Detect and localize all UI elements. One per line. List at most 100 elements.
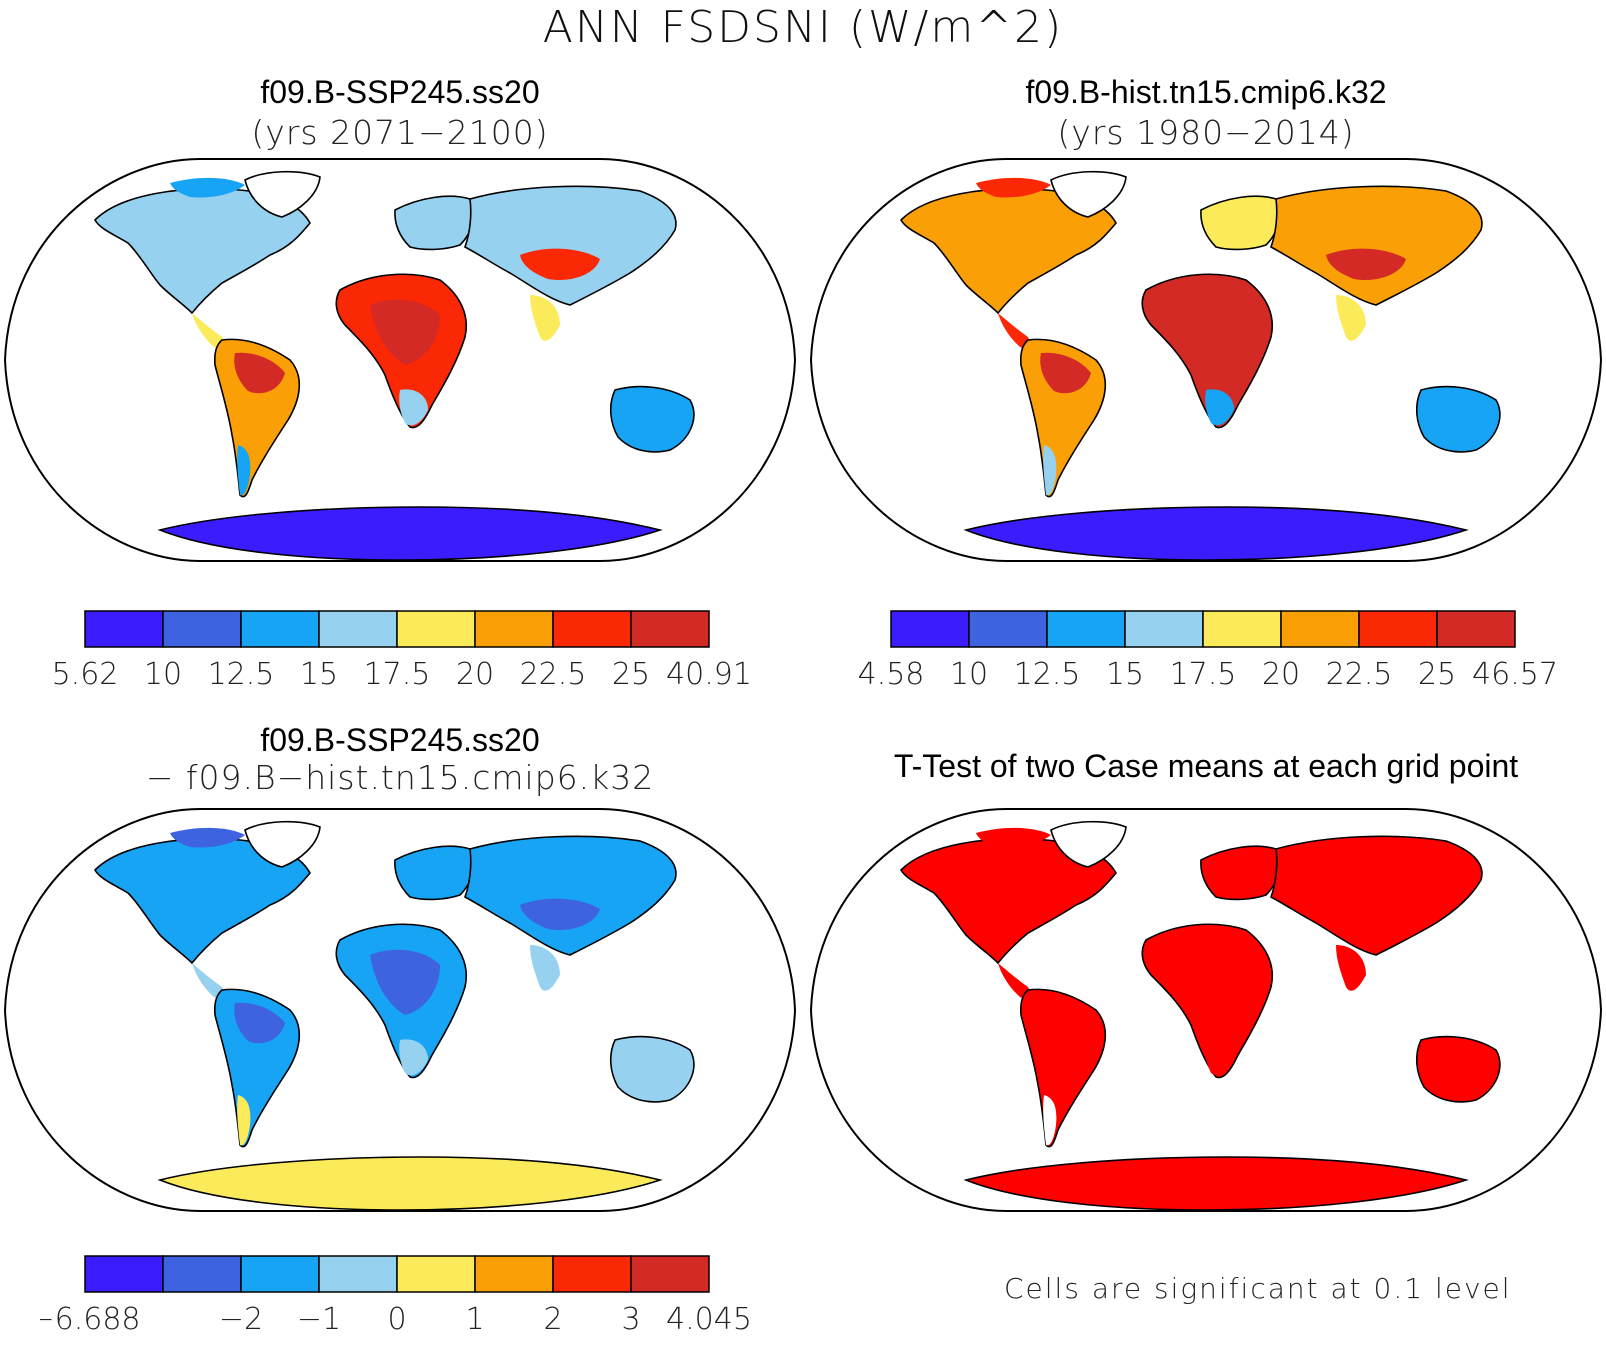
land-asia-core <box>520 248 600 281</box>
colorbar-label: 2 <box>543 1302 562 1337</box>
colorbar-label: 15 <box>300 657 338 692</box>
colorbar-label: −6.688 <box>40 1302 141 1337</box>
land-antarctica <box>963 1156 1469 1211</box>
land-southam-tip <box>237 1095 251 1146</box>
land-arctic <box>976 177 1051 198</box>
land-centralam <box>998 963 1030 999</box>
land-asia-core <box>1326 898 1406 931</box>
map-frame <box>3 158 797 562</box>
significance-note: Cells are significant at 0.1 level <box>1004 1272 1512 1305</box>
colorbar-box <box>1124 610 1204 648</box>
land-northam <box>94 837 311 965</box>
colorbar-label: 46.57 <box>1472 657 1558 692</box>
land-africa-south <box>399 389 428 426</box>
land-centralam <box>192 963 224 999</box>
colorbar-box <box>240 1255 320 1293</box>
panel-1-subtitle: (yrs 2071−2100) <box>251 113 549 152</box>
colorbar-label: 10 <box>144 657 182 692</box>
colorbar-label: 15 <box>1106 657 1144 692</box>
panel-3-subtitle: − f09.B−hist.tn15.cmip6.k32 <box>145 758 655 797</box>
land-africa-core <box>1176 949 1246 1015</box>
land-northam <box>94 187 311 315</box>
colorbar-label: 22.5 <box>520 657 587 692</box>
colorbar-box <box>474 1255 554 1293</box>
land-greenland <box>244 820 321 868</box>
colorbar-box <box>396 1255 476 1293</box>
colorbar-label: 3 <box>621 1302 640 1337</box>
land-greenland <box>1050 170 1127 218</box>
land-asia <box>464 835 677 956</box>
land-asia <box>464 185 677 306</box>
panel-1-colorbar: 5.62 10 12.5 15 17.5 20 22.5 25 40.91 <box>40 610 784 700</box>
land-asia-south <box>530 945 560 991</box>
colorbar-label: 5.62 <box>52 657 119 692</box>
colorbar-label: 25 <box>612 657 650 692</box>
colorbar-box <box>162 1255 242 1293</box>
colorbar-label: 10 <box>950 657 988 692</box>
colorbar-box <box>1358 610 1438 648</box>
land-arctic <box>170 827 245 848</box>
land-africa-core <box>370 949 440 1015</box>
colorbar-label: 1 <box>465 1302 484 1337</box>
land-asia-south <box>530 295 560 341</box>
panel-3-title: f09.B-SSP245.ss20 <box>260 722 540 758</box>
colorbar-box <box>552 610 632 648</box>
colorbar-box <box>396 610 476 648</box>
land-asia-core <box>1326 248 1406 281</box>
colorbar-label: 12.5 <box>1014 657 1081 692</box>
colorbar-box <box>84 610 164 648</box>
panel-4-title: T-Test of two Case means at each grid po… <box>893 748 1519 784</box>
colorbar-box <box>84 1255 164 1293</box>
colorbar-box <box>1046 610 1126 648</box>
land-southam-core <box>1040 352 1091 394</box>
land-arctic <box>170 177 245 198</box>
land-africa-south <box>399 1039 428 1076</box>
land-asia <box>1270 835 1483 956</box>
colorbar-box <box>318 610 398 648</box>
colorbar-label: 12.5 <box>208 657 275 692</box>
colorbar-box <box>1202 610 1282 648</box>
land-europe <box>1200 195 1281 251</box>
colorbar-label: 0 <box>387 1302 406 1337</box>
panel-2-title: f09.B-hist.tn15.cmip6.k32 <box>1025 74 1387 110</box>
colorbar-box <box>162 610 242 648</box>
land-southam-tip <box>1043 1095 1057 1146</box>
land-northam <box>900 187 1117 315</box>
land-australia <box>609 385 695 453</box>
panel-2-subtitle: (yrs 1980−2014) <box>1057 113 1355 152</box>
colorbar-label: 17.5 <box>364 657 431 692</box>
map-frame <box>809 808 1603 1212</box>
panel-2-colorbar: 4.58 10 12.5 15 17.5 20 22.5 25 46.57 <box>846 610 1590 700</box>
land-australia <box>1415 385 1501 453</box>
land-asia-core <box>520 898 600 931</box>
land-asia <box>1270 185 1483 306</box>
land-southam-core <box>1040 1002 1091 1044</box>
land-antarctica <box>157 1156 663 1211</box>
colorbar-label: 25 <box>1418 657 1456 692</box>
land-southam-tip <box>237 445 251 496</box>
colorbar-label: 20 <box>456 657 494 692</box>
land-europe <box>1200 845 1281 901</box>
colorbar-box <box>474 610 554 648</box>
colorbar-label: 40.91 <box>666 657 752 692</box>
land-greenland <box>244 170 321 218</box>
land-europe <box>394 195 475 251</box>
land-southam-core <box>234 1002 285 1044</box>
land-southam-tip <box>1043 445 1057 496</box>
land-africa-south <box>1205 389 1234 426</box>
panel-3-map <box>3 808 797 1212</box>
colorbar-box <box>1436 610 1516 648</box>
land-europe <box>394 845 475 901</box>
land-australia <box>609 1035 695 1103</box>
land-centralam <box>192 313 224 349</box>
land-northam <box>900 837 1117 965</box>
land-asia-south <box>1336 945 1366 991</box>
map-frame <box>809 158 1603 562</box>
land-arctic <box>976 827 1051 848</box>
colorbar-label: 4.045 <box>666 1302 752 1337</box>
colorbar-box <box>890 610 970 648</box>
colorbar-box <box>630 1255 710 1293</box>
land-africa-south <box>1205 1039 1234 1076</box>
colorbar-box <box>552 1255 632 1293</box>
map-frame <box>3 808 797 1212</box>
